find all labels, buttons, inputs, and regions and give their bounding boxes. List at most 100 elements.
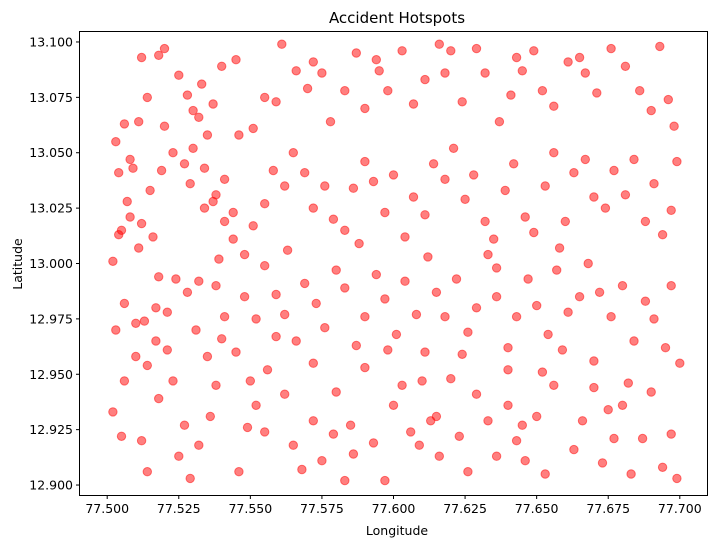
scatter-point: [666, 281, 676, 291]
scatter-point: [202, 130, 213, 140]
scatter-point: [211, 281, 221, 291]
scatter-point: [271, 331, 281, 342]
scatter-point: [300, 168, 310, 178]
scatter-point: [629, 336, 639, 346]
scatter-point: [594, 287, 605, 297]
scatter-point: [428, 159, 439, 169]
y-tick-label: 13.100: [29, 34, 73, 49]
scatter-point: [480, 68, 490, 78]
scatter-point: [139, 316, 150, 326]
scatter-point: [108, 407, 118, 417]
scatter-point: [291, 66, 301, 76]
scatter-point: [511, 312, 522, 322]
scatter-point: [188, 143, 198, 154]
scatter-point: [300, 278, 310, 289]
scatter-point: [457, 97, 467, 107]
scatter-point: [574, 52, 585, 63]
scatter-point: [563, 307, 573, 317]
scatter-point: [400, 232, 410, 242]
scatter-point: [592, 88, 602, 98]
scatter-point: [142, 360, 153, 371]
x-tick-label: 77.675: [586, 501, 630, 516]
y-tick-label: 12.950: [29, 367, 73, 382]
scatter-point: [577, 416, 588, 426]
scatter-point: [340, 475, 350, 486]
scatter-point: [471, 389, 482, 399]
scatter-point: [391, 329, 402, 340]
scatter-point: [583, 258, 593, 269]
scatter-point: [354, 238, 364, 249]
scatter-point: [520, 212, 530, 222]
scatter-point: [589, 356, 599, 366]
scatter-point: [463, 467, 473, 477]
scatter-point: [199, 203, 210, 213]
scatter-point: [174, 70, 184, 80]
scatter-point: [302, 83, 313, 94]
scatter-point: [503, 365, 513, 375]
scatter-point: [506, 90, 516, 100]
scatter-point: [191, 325, 201, 335]
scatter-point: [380, 207, 390, 218]
scatter-point: [609, 165, 619, 176]
scatter-point: [297, 464, 307, 475]
scatter-point: [194, 112, 204, 123]
scatter-point: [549, 380, 559, 390]
scatter-point: [623, 378, 633, 388]
scatter-point: [219, 312, 230, 322]
scatter-point: [271, 97, 281, 107]
scatter-point: [185, 179, 195, 189]
y-tick-label: 12.925: [29, 422, 73, 437]
scatter-point: [136, 436, 147, 446]
scatter-point: [494, 117, 505, 127]
scatter-point: [520, 456, 530, 466]
x-tick-label: 77.625: [443, 501, 487, 516]
scatter-point: [182, 90, 193, 100]
y-tick-label: 12.975: [29, 311, 73, 326]
scatter-point: [606, 312, 616, 322]
scatter-point: [388, 400, 399, 410]
scatter-point: [471, 43, 482, 54]
scatter-point: [400, 276, 410, 286]
scatter-point: [448, 143, 459, 154]
scatter-point: [136, 218, 147, 229]
scatter-point: [454, 431, 464, 441]
scatter-point: [348, 449, 359, 459]
scatter-point: [179, 159, 190, 169]
scatter-point: [406, 427, 416, 437]
scatter-point: [529, 227, 539, 238]
scatter-point: [471, 303, 482, 313]
scatter-point: [617, 281, 628, 291]
scatter-point: [491, 292, 502, 302]
scatter-point: [308, 416, 318, 426]
scatter-point: [434, 451, 444, 461]
scatter-point: [320, 181, 330, 191]
scatter-point: [142, 467, 153, 477]
scatter-point: [606, 43, 616, 54]
y-tick-label: 13.025: [29, 201, 73, 216]
scatter-point: [202, 351, 213, 362]
scatter-point: [208, 196, 218, 207]
scatter-point: [540, 181, 550, 191]
scatter-point: [351, 340, 361, 351]
scatter-point: [131, 318, 141, 328]
x-axis: 77.500 77.525 77.550 77.575 77.600 77.625 77.6…: [85, 495, 702, 516]
scatter-point: [420, 74, 430, 85]
scatter-point: [340, 86, 350, 96]
scatter-point: [600, 203, 611, 213]
scatter-point: [511, 52, 522, 63]
scatter-point: [308, 203, 318, 213]
scatter-point: [145, 185, 155, 196]
scatter-point: [194, 276, 204, 286]
scatter-point: [248, 123, 258, 134]
scatter-point: [657, 230, 668, 240]
scatter-point: [171, 274, 181, 284]
scatter-point: [360, 362, 370, 373]
scatter-point: [500, 185, 510, 196]
scatter-point: [374, 66, 384, 76]
scatter-point: [380, 475, 390, 486]
chart-title: Accident Hotspots: [329, 9, 465, 27]
scatter-point: [317, 68, 327, 78]
scatter-point: [211, 380, 221, 390]
scatter-point: [569, 168, 579, 178]
scatter-point: [260, 261, 270, 271]
